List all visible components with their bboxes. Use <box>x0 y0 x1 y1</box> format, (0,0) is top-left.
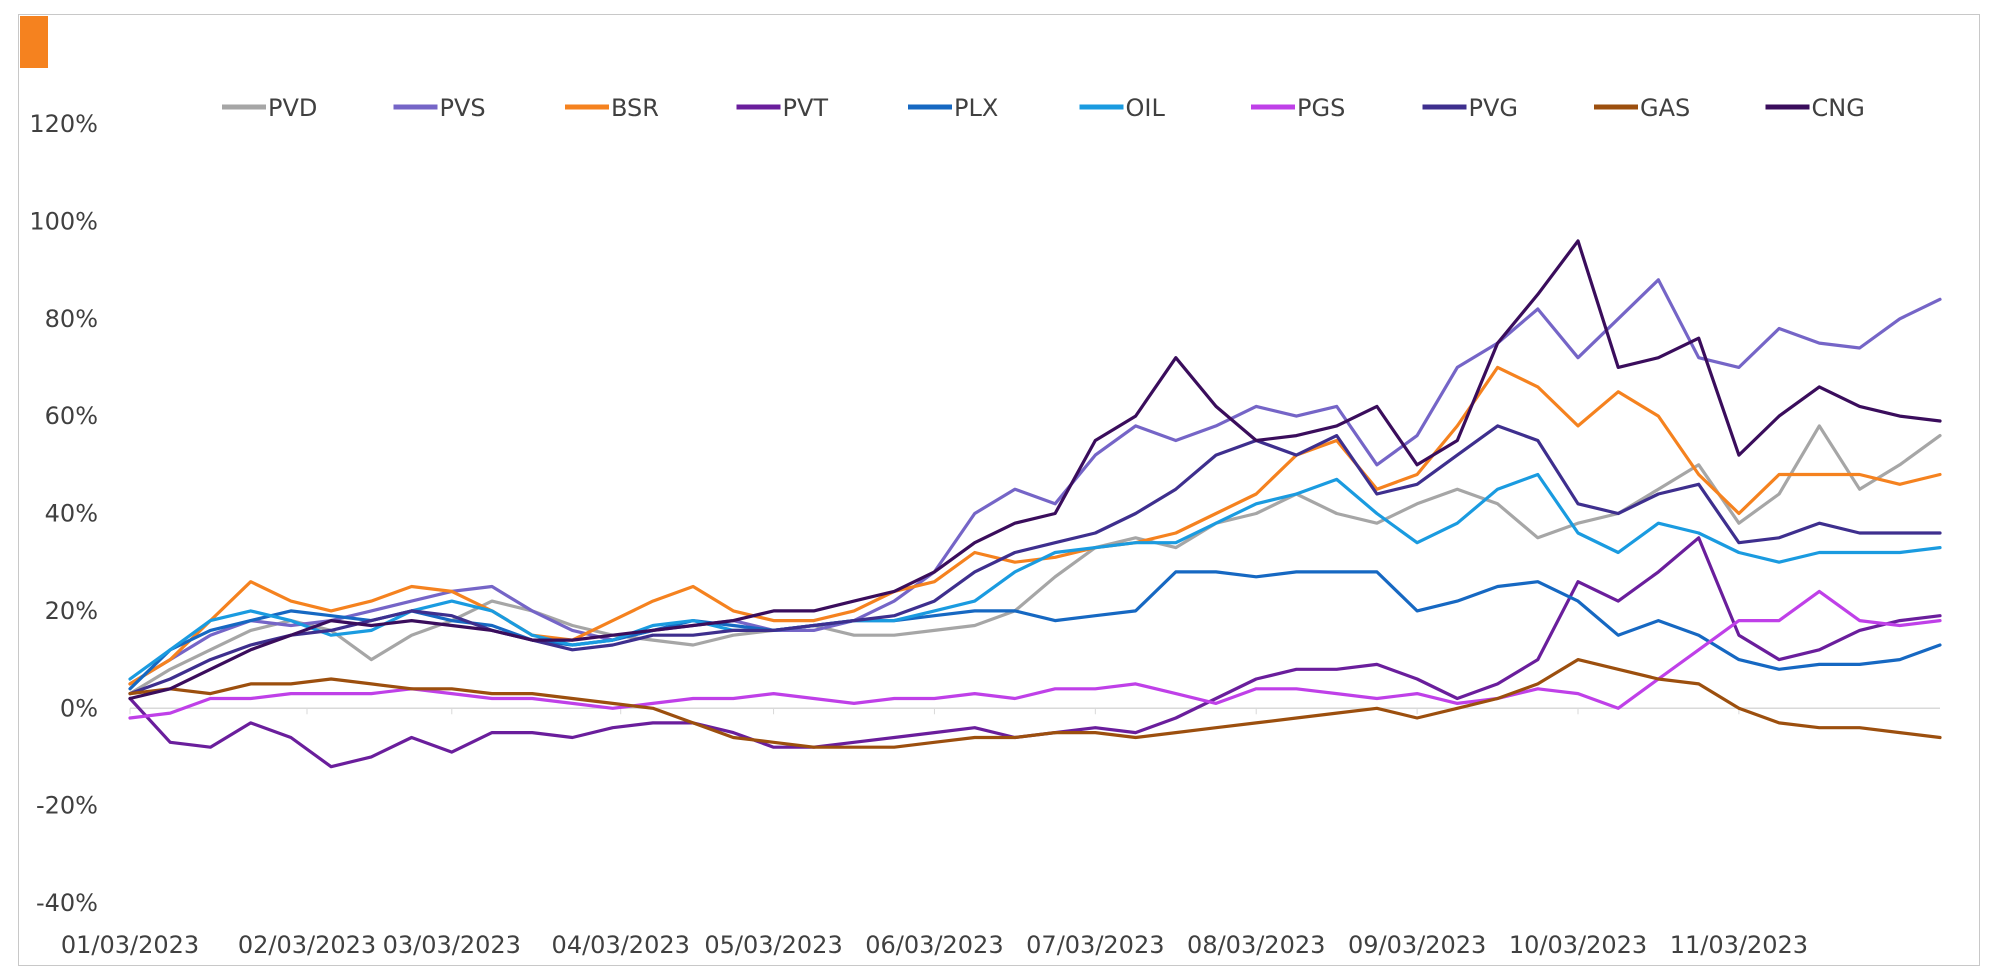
legend-label-cng: CNG <box>1812 94 1865 122</box>
accent-marker <box>20 16 48 68</box>
x-tick-label: 07/03/2023 <box>1026 931 1164 959</box>
y-axis: -40% -20% 0% 20% 40% 60% 80% 100% 120% <box>29 110 1940 917</box>
series-lines <box>128 239 1942 769</box>
legend-label-pvg: PVG <box>1469 94 1519 122</box>
legend-label-oil: OIL <box>1126 94 1166 122</box>
x-tick-label: 02/03/2023 <box>238 931 376 959</box>
legend-label-pvt: PVT <box>783 94 829 122</box>
x-axis: 01/03/2023 02/03/2023 03/03/2023 04/03/2023… <box>61 708 1808 959</box>
series-line-pvt <box>128 536 1942 769</box>
y-tick-label: 0% <box>60 694 98 722</box>
legend-label-plx: PLX <box>954 94 998 122</box>
legend-label-pgs: PGS <box>1297 94 1345 122</box>
y-tick-label: 20% <box>45 597 98 625</box>
series-line-gas <box>128 657 1942 749</box>
x-tick-label: 01/03/2023 <box>61 931 199 959</box>
x-tick-label: 08/03/2023 <box>1187 931 1325 959</box>
legend: PVD PVS BSR PVT PLX OIL PGS PVG GAS CNG <box>222 94 1865 122</box>
y-tick-label: 40% <box>45 500 98 528</box>
y-tick-label: -40% <box>36 889 98 917</box>
legend-label-pvs: PVS <box>440 94 486 122</box>
x-tick-label: 06/03/2023 <box>865 931 1003 959</box>
chart-frame <box>18 14 1980 966</box>
x-tick-label: 10/03/2023 <box>1509 931 1647 959</box>
x-tick-label: 05/03/2023 <box>704 931 842 959</box>
series-line-plx <box>128 570 1942 691</box>
x-tick-label: 09/03/2023 <box>1348 931 1486 959</box>
x-tick-label: 03/03/2023 <box>383 931 521 959</box>
x-tick-label: 04/03/2023 <box>552 931 690 959</box>
series-line-pvd <box>128 424 1942 696</box>
legend-label-bsr: BSR <box>611 94 659 122</box>
y-tick-label: 80% <box>45 305 98 333</box>
series-line-cng <box>128 239 1942 701</box>
series-line-oil <box>128 472 1942 681</box>
series-line-pvs <box>128 278 1942 686</box>
series-line-pvg <box>128 424 1942 696</box>
x-tick-label: 11/03/2023 <box>1670 931 1808 959</box>
y-tick-label: -20% <box>36 792 98 820</box>
series-line-pgs <box>128 589 1942 720</box>
y-tick-label: 120% <box>29 110 98 138</box>
y-tick-label: 60% <box>45 402 98 430</box>
series-line-bsr <box>128 365 1942 686</box>
y-tick-label: 100% <box>29 207 98 235</box>
legend-label-pvd: PVD <box>268 94 317 122</box>
legend-label-gas: GAS <box>1640 94 1690 122</box>
